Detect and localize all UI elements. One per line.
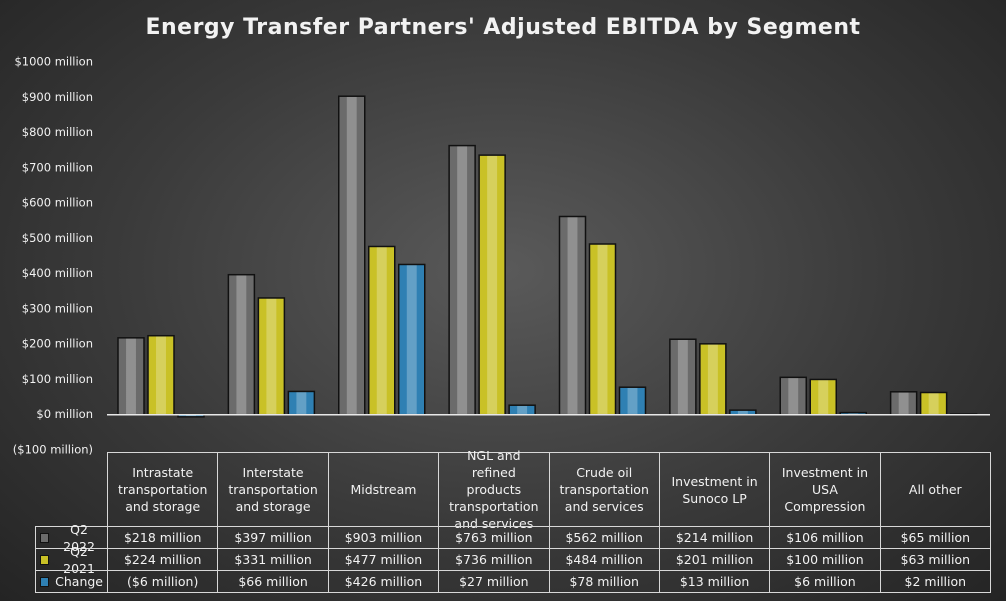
bar (398, 263, 426, 416)
bar (117, 337, 145, 416)
y-tick-label: ($100 million) (13, 443, 93, 457)
category-label: Investment in USA Compression (769, 452, 881, 527)
bar (227, 273, 256, 416)
legend-label: Q2 2021 (63, 543, 95, 576)
bar (779, 376, 807, 416)
table-value: $218 million (107, 526, 219, 549)
category-label: Midstream (327, 452, 440, 527)
y-tick-label: $200 million (22, 337, 93, 351)
y-tick-label: $700 million (22, 160, 93, 174)
bar (448, 144, 476, 416)
bar (368, 245, 396, 416)
table-value: $201 million (658, 548, 771, 571)
table-value: $331 million (217, 548, 329, 571)
bar (669, 338, 697, 416)
legend-entry: Q2 2022 (35, 522, 108, 554)
table-value: $66 million (217, 570, 329, 593)
bar (889, 391, 918, 416)
table-value: $477 million (327, 548, 440, 571)
table-value: $65 million (879, 526, 991, 549)
bar (508, 404, 536, 416)
bar (809, 378, 837, 416)
bar (558, 215, 587, 416)
legend-key (40, 554, 50, 565)
category-label: Interstate transportation and storage (217, 452, 329, 527)
table-value: $426 million (327, 570, 440, 593)
legend-key (40, 576, 50, 587)
legend-key (40, 532, 50, 543)
category-label: NGL and refined products transportation … (438, 448, 550, 531)
category-label: Intrastate transportation and storage (107, 452, 219, 527)
y-tick-label: $800 million (22, 125, 93, 139)
table-value: $63 million (879, 548, 991, 571)
table-value: $2 million (879, 570, 991, 593)
table-value: $214 million (658, 526, 771, 549)
table-value: $736 million (438, 548, 550, 571)
table-value: $484 million (548, 548, 660, 571)
y-tick-label: $300 million (22, 301, 93, 315)
legend-entry: Change (35, 570, 108, 593)
bar (588, 243, 617, 416)
bar (287, 390, 316, 416)
y-tick-label: $500 million (22, 231, 93, 245)
y-tick-label: $600 million (22, 196, 93, 210)
table-value: $397 million (217, 526, 329, 549)
table-value: $27 million (438, 570, 550, 593)
table-value: $78 million (548, 570, 660, 593)
legend-label: Q2 2022 (63, 521, 95, 554)
legend-entry: Q2 2021 (35, 544, 108, 576)
table-value: ($6 million) (107, 570, 219, 593)
table-value: $106 million (769, 526, 881, 549)
table-value: $100 million (769, 548, 881, 571)
bar (147, 334, 175, 416)
chart-title: Energy Transfer Partners' Adjusted EBITD… (145, 15, 860, 40)
table-value: $903 million (327, 526, 440, 549)
table-value: $6 million (769, 570, 881, 593)
bar (618, 386, 647, 416)
category-label: Crude oil transportation and services (548, 452, 660, 527)
y-tick-label: $400 million (22, 266, 93, 280)
bar (338, 95, 366, 416)
bar (257, 297, 286, 416)
table-value: $224 million (107, 548, 219, 571)
legend-label: Change (55, 574, 103, 589)
table-value: $763 million (438, 526, 550, 549)
table-value: $13 million (658, 570, 771, 593)
category-label: All other (879, 452, 991, 527)
table-value: $562 million (548, 526, 660, 549)
bar (919, 391, 948, 416)
y-tick-label: $900 million (22, 90, 93, 104)
y-tick-label: $1000 million (14, 55, 93, 69)
category-label: Investment in Sunoco LP (658, 452, 771, 527)
y-tick-label: $100 million (22, 372, 93, 386)
y-tick-label: $0 million (36, 407, 93, 421)
bar (699, 343, 727, 416)
bar (478, 154, 506, 416)
